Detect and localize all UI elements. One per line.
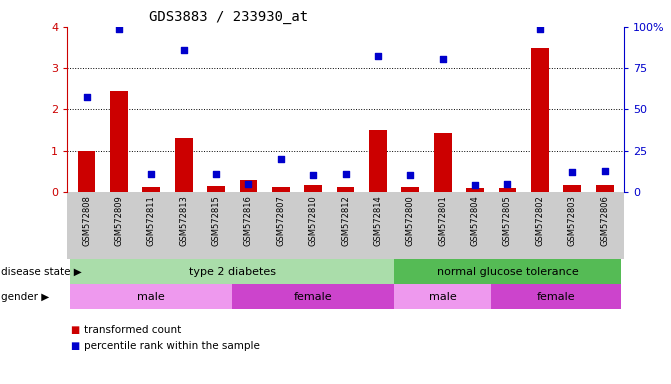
Point <box>599 167 610 174</box>
Bar <box>401 187 419 192</box>
Bar <box>142 187 160 192</box>
Bar <box>433 133 452 192</box>
Text: GDS3883 / 233930_at: GDS3883 / 233930_at <box>148 10 308 23</box>
Point <box>567 169 578 175</box>
Bar <box>78 151 95 192</box>
Point <box>308 172 319 179</box>
Point <box>502 181 513 187</box>
Point <box>340 170 351 177</box>
Bar <box>304 185 322 192</box>
Point <box>470 182 480 188</box>
Point <box>372 53 383 59</box>
Text: male: male <box>138 291 165 302</box>
Bar <box>272 187 290 192</box>
Bar <box>499 188 517 192</box>
Point <box>275 156 286 162</box>
Point <box>437 56 448 62</box>
Text: transformed count: transformed count <box>84 325 181 335</box>
Text: ■: ■ <box>70 341 80 351</box>
Point <box>243 181 254 187</box>
Point <box>146 170 156 177</box>
Bar <box>596 185 613 192</box>
Text: normal glucose tolerance: normal glucose tolerance <box>437 266 578 277</box>
Point <box>178 46 189 53</box>
Bar <box>240 180 258 192</box>
Text: type 2 diabetes: type 2 diabetes <box>189 266 276 277</box>
Point <box>81 94 92 100</box>
Bar <box>174 138 193 192</box>
Bar <box>369 130 387 192</box>
Text: disease state ▶: disease state ▶ <box>1 266 81 277</box>
Bar <box>531 48 549 192</box>
Bar <box>466 188 484 192</box>
Text: female: female <box>294 291 333 302</box>
Text: percentile rank within the sample: percentile rank within the sample <box>84 341 260 351</box>
Point <box>405 172 416 178</box>
Point <box>113 26 124 32</box>
Bar <box>564 185 581 192</box>
Text: female: female <box>537 291 575 302</box>
Bar <box>110 91 127 192</box>
Point <box>211 170 221 177</box>
Text: male: male <box>429 291 456 302</box>
Bar <box>207 186 225 192</box>
Text: ■: ■ <box>70 325 80 335</box>
Text: gender ▶: gender ▶ <box>1 291 49 302</box>
Bar <box>337 187 354 192</box>
Point <box>535 26 546 32</box>
